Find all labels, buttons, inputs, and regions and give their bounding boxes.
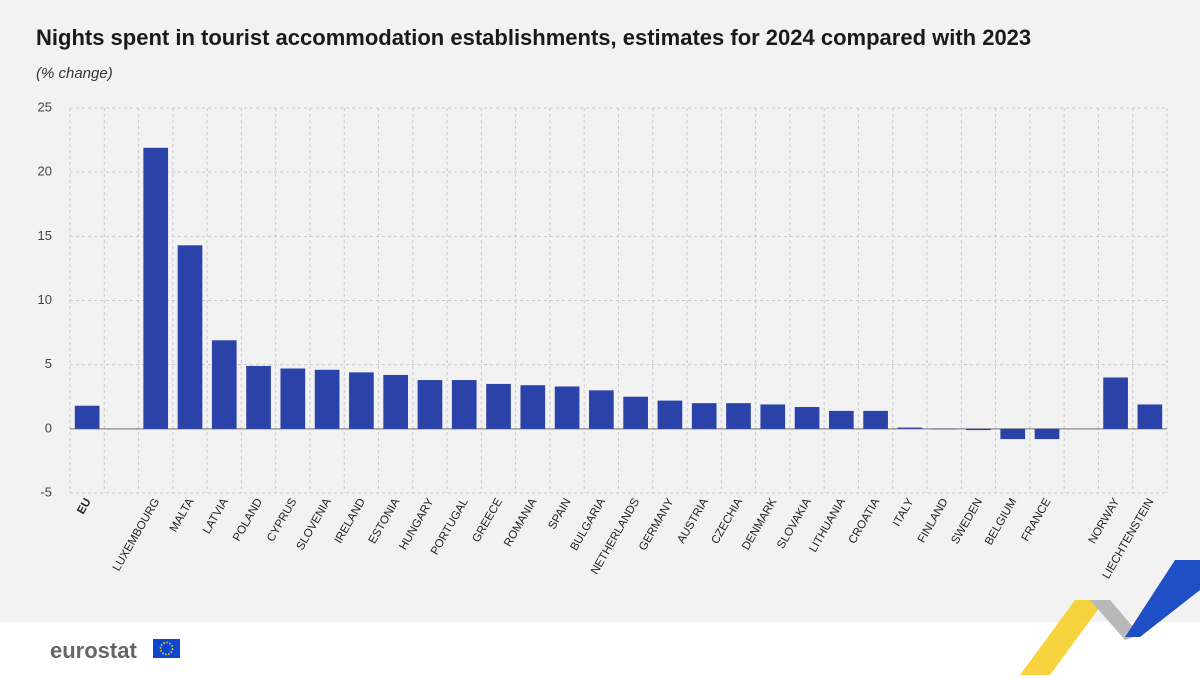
bar xyxy=(1103,377,1128,429)
bar xyxy=(760,404,786,429)
bar xyxy=(280,368,306,429)
bar xyxy=(966,428,991,431)
eu-flag-stars xyxy=(159,641,174,656)
bar xyxy=(349,372,374,429)
bar xyxy=(417,380,443,429)
bar xyxy=(794,407,820,429)
chart-subtitle: (% change) xyxy=(36,65,113,82)
bar xyxy=(486,383,511,429)
bar xyxy=(143,147,169,429)
bar xyxy=(1000,428,1026,440)
bar xyxy=(726,403,751,429)
source-logo: eurostat xyxy=(50,638,137,663)
y-tick-label: 25 xyxy=(38,99,52,114)
y-tick-label: -5 xyxy=(40,484,52,499)
y-tick-label: 10 xyxy=(38,292,52,307)
bar xyxy=(931,428,957,430)
bar xyxy=(623,396,648,429)
bar xyxy=(897,427,923,429)
bar xyxy=(211,340,237,429)
bar xyxy=(177,245,203,429)
bar xyxy=(314,369,340,429)
bar xyxy=(691,403,717,429)
bar xyxy=(554,386,580,429)
y-tick-label: 15 xyxy=(38,228,52,243)
y-tick-label: 0 xyxy=(45,420,52,435)
bar xyxy=(1034,428,1060,440)
bar xyxy=(1137,404,1163,429)
decor-yellow xyxy=(1020,600,1105,675)
chart-title: Nights spent in tourist accommodation es… xyxy=(36,25,1031,50)
bar xyxy=(828,410,854,429)
y-tick-label: 20 xyxy=(38,164,52,179)
decor-blue xyxy=(1125,560,1200,637)
bar xyxy=(589,390,614,429)
bar xyxy=(383,374,409,429)
y-tick-label: 5 xyxy=(45,356,52,371)
bar xyxy=(246,365,271,429)
eu-flag xyxy=(153,639,180,658)
bar xyxy=(657,400,683,429)
bar xyxy=(520,385,546,429)
bar xyxy=(863,410,888,429)
bar xyxy=(451,380,477,429)
bar xyxy=(74,405,100,429)
decor-gray xyxy=(1090,600,1140,640)
